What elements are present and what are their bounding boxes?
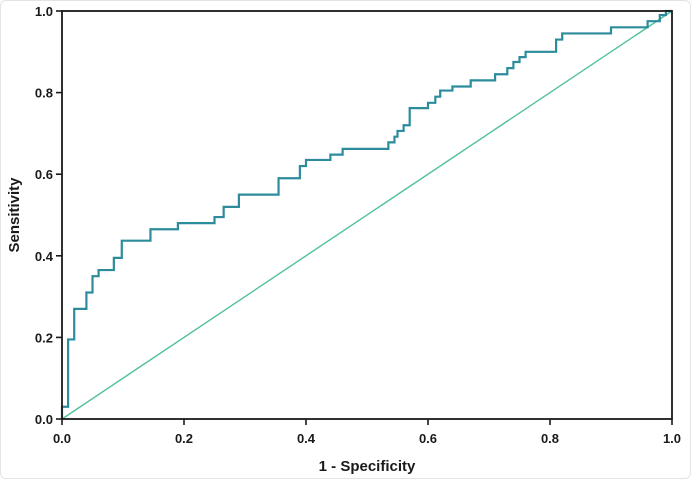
x-tick-label: 1.0 [663,431,681,446]
x-tick-label: 0.4 [297,431,316,446]
y-tick-label: 0.2 [35,330,53,345]
plot-area-border [61,10,673,420]
y-tick-label: 0.6 [35,167,53,182]
y-tick-label: 0.8 [35,86,53,101]
y-tick-label: 1.0 [35,4,53,19]
y-tick-label: 0.4 [35,249,54,264]
y-axis-title: Sensitivity [6,177,23,253]
x-axis-title: 1 - Specificity [319,458,416,475]
y-tick-label: 0.0 [35,412,53,427]
x-tick-label: 0.2 [175,431,193,446]
x-tick-label: 0.0 [53,431,71,446]
reference-diagonal-line [61,10,673,420]
roc-curve-line [60,9,672,419]
x-tick-label: 0.8 [541,431,559,446]
x-tick-label: 0.6 [419,431,437,446]
